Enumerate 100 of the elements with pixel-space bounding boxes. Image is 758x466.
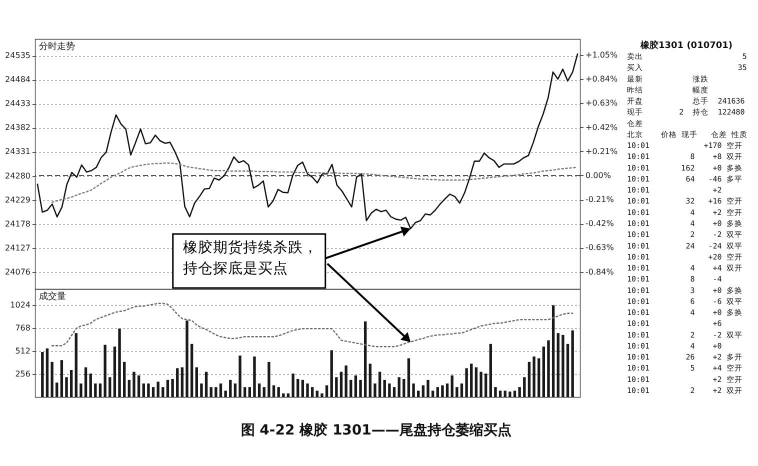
bar <box>195 367 198 397</box>
bar <box>204 372 208 397</box>
y2-tick-label: -0.21% <box>586 195 614 204</box>
bar <box>474 367 478 397</box>
bar <box>388 384 391 397</box>
bar <box>210 387 212 397</box>
bar <box>180 367 184 397</box>
bar <box>84 367 88 397</box>
y-tick-label: 24433 <box>5 99 30 108</box>
bar <box>118 328 121 397</box>
y-tick-label: 24280 <box>5 171 30 180</box>
chart-title: 分时走势 <box>39 41 75 52</box>
y-tick-label: 24178 <box>5 219 30 228</box>
bar <box>166 380 170 397</box>
bar <box>74 333 78 397</box>
bar <box>528 362 531 397</box>
bar <box>238 356 242 397</box>
bar <box>325 385 328 397</box>
bar <box>344 366 348 397</box>
y-tick-label: 512 <box>15 346 30 356</box>
y-tick-label: 768 <box>15 323 30 332</box>
bar <box>70 370 73 397</box>
bar <box>128 380 131 397</box>
bar <box>494 387 497 397</box>
bar <box>234 384 237 397</box>
bar <box>450 375 454 397</box>
y2-tick-label: +1.05% <box>586 50 618 60</box>
bar <box>460 384 464 397</box>
bar <box>330 350 333 397</box>
bar <box>556 333 560 397</box>
bar <box>132 372 136 397</box>
bar <box>219 384 222 397</box>
bar <box>538 358 540 397</box>
y2-tick-label: +0.21% <box>586 146 618 156</box>
bar <box>268 362 270 397</box>
bar <box>470 364 473 397</box>
bar <box>277 387 280 397</box>
bar <box>523 377 526 397</box>
bar <box>286 393 290 397</box>
bar <box>350 380 352 397</box>
bar <box>374 384 376 397</box>
bar <box>422 385 425 397</box>
bar <box>446 384 449 397</box>
bar <box>176 368 179 397</box>
bar <box>162 387 164 397</box>
bar <box>46 348 49 397</box>
bar <box>142 384 145 397</box>
bar <box>417 390 420 397</box>
bar <box>562 334 564 397</box>
line-series <box>51 302 574 348</box>
bar <box>402 379 406 397</box>
bar <box>504 390 506 397</box>
bar <box>137 375 140 397</box>
y2-tick-label: +0.63% <box>586 98 618 108</box>
y-tick-label: 24331 <box>5 147 30 156</box>
bar <box>171 379 174 397</box>
bar <box>186 320 188 397</box>
bar <box>253 356 256 397</box>
bar <box>359 380 362 397</box>
bar <box>89 374 92 397</box>
bar <box>441 385 444 397</box>
bar <box>335 377 338 397</box>
bar <box>316 390 318 397</box>
bar <box>547 340 550 397</box>
bar <box>480 372 482 397</box>
bar <box>498 390 502 397</box>
caption: 图 4-22 橡胶 1301——尾盘持仓萎缩买点 <box>240 421 512 438</box>
bar <box>426 380 430 397</box>
bar <box>80 384 82 397</box>
bar <box>94 384 97 397</box>
annotation: 橡胶期货持续杀跌，持仓探底是买点 <box>182 239 318 277</box>
bar <box>368 364 372 397</box>
bar <box>224 390 227 397</box>
text: 橡胶1301 (010701) <box>640 40 732 51</box>
bar <box>56 382 58 397</box>
bar <box>465 368 468 397</box>
bar <box>407 358 410 397</box>
chart-title: 成交量 <box>39 291 66 302</box>
y-tick-label: 1024 <box>10 300 30 310</box>
bar <box>108 377 112 397</box>
bar <box>301 380 304 397</box>
y-tick-label: 24127 <box>5 243 30 252</box>
bar <box>296 379 300 397</box>
bar <box>412 384 415 397</box>
bar <box>383 380 386 397</box>
bar <box>571 330 574 397</box>
bar <box>200 384 203 397</box>
bar <box>513 390 516 397</box>
bar <box>378 372 382 397</box>
bar <box>282 393 285 397</box>
bar <box>98 384 102 397</box>
y2-tick-label: 0.00% <box>586 170 612 180</box>
bar <box>310 387 314 397</box>
bar <box>65 377 68 397</box>
bar <box>392 387 396 397</box>
bar <box>436 387 439 397</box>
y2-tick-label: -0.84% <box>586 267 614 276</box>
y-tick-label: 24076 <box>5 268 30 277</box>
bar <box>248 387 252 397</box>
bar <box>41 352 44 397</box>
